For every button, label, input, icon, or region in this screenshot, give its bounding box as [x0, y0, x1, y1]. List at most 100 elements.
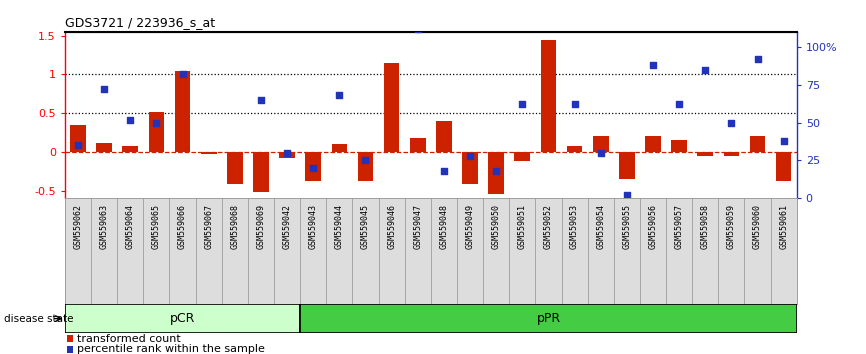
Text: pPR: pPR	[536, 312, 560, 325]
FancyBboxPatch shape	[588, 198, 614, 304]
Text: GSM559045: GSM559045	[361, 204, 370, 249]
FancyBboxPatch shape	[457, 198, 483, 304]
Bar	[175, 70, 191, 152]
Point	[463, 153, 477, 159]
Text: GSM559061: GSM559061	[779, 204, 788, 249]
Text: GSM559059: GSM559059	[727, 204, 736, 249]
Bar	[645, 136, 661, 152]
Text: disease state: disease state	[4, 314, 74, 324]
Point	[672, 102, 686, 107]
Text: GSM559066: GSM559066	[178, 204, 187, 249]
Point	[123, 117, 137, 122]
Point	[281, 150, 294, 156]
Point	[410, 26, 424, 32]
Text: GSM559052: GSM559052	[544, 204, 553, 249]
Text: GSM559044: GSM559044	[335, 204, 344, 249]
Bar	[332, 144, 347, 152]
Point	[725, 120, 739, 125]
Text: GSM559046: GSM559046	[387, 204, 396, 249]
FancyBboxPatch shape	[117, 198, 144, 304]
Bar	[514, 152, 530, 161]
Bar	[301, 304, 797, 333]
Text: GSM559042: GSM559042	[282, 204, 292, 249]
FancyBboxPatch shape	[771, 198, 797, 304]
Text: GSM559067: GSM559067	[204, 204, 213, 249]
Bar	[540, 40, 556, 152]
Bar	[227, 152, 242, 184]
FancyBboxPatch shape	[352, 198, 378, 304]
Bar	[201, 152, 216, 154]
Bar	[750, 136, 766, 152]
Point	[646, 62, 660, 68]
Bar	[384, 63, 399, 152]
FancyBboxPatch shape	[222, 198, 248, 304]
Bar	[306, 152, 321, 181]
Bar	[619, 152, 635, 179]
Bar	[358, 152, 373, 181]
Text: GSM559043: GSM559043	[309, 204, 318, 249]
Text: GSM559048: GSM559048	[439, 204, 449, 249]
FancyBboxPatch shape	[196, 198, 222, 304]
Text: GSM559069: GSM559069	[256, 204, 266, 249]
FancyBboxPatch shape	[666, 198, 692, 304]
Text: GSM559051: GSM559051	[518, 204, 527, 249]
Point	[567, 102, 581, 107]
Bar	[436, 121, 452, 152]
Point	[307, 165, 320, 171]
Bar	[566, 145, 583, 152]
FancyBboxPatch shape	[274, 198, 301, 304]
FancyBboxPatch shape	[483, 198, 509, 304]
Point	[489, 168, 503, 174]
FancyBboxPatch shape	[326, 198, 352, 304]
Text: GSM559063: GSM559063	[100, 204, 108, 249]
FancyBboxPatch shape	[509, 198, 535, 304]
Text: GSM559050: GSM559050	[492, 204, 501, 249]
Text: pCR: pCR	[170, 312, 195, 325]
Bar	[96, 143, 112, 152]
Point	[71, 142, 85, 148]
Text: GSM559054: GSM559054	[596, 204, 605, 249]
Bar	[70, 125, 86, 152]
Point	[333, 92, 346, 98]
Text: GSM559055: GSM559055	[623, 204, 631, 249]
FancyBboxPatch shape	[535, 198, 561, 304]
Text: GSM559056: GSM559056	[649, 204, 657, 249]
Point	[777, 138, 791, 144]
Point	[176, 72, 190, 77]
Bar	[122, 145, 138, 152]
Point	[594, 150, 608, 156]
Bar	[67, 335, 74, 342]
Text: GSM559065: GSM559065	[152, 204, 161, 249]
Point	[97, 86, 111, 92]
FancyBboxPatch shape	[430, 198, 457, 304]
Point	[150, 120, 164, 125]
Text: GSM559060: GSM559060	[753, 204, 762, 249]
Bar	[488, 152, 504, 194]
FancyBboxPatch shape	[301, 198, 326, 304]
Bar	[410, 138, 425, 152]
Text: GSM559047: GSM559047	[413, 204, 423, 249]
Point	[515, 102, 529, 107]
Point	[359, 158, 372, 163]
Text: GSM559064: GSM559064	[126, 204, 135, 249]
Bar	[723, 152, 740, 156]
Point	[698, 67, 712, 73]
FancyBboxPatch shape	[378, 198, 404, 304]
Text: percentile rank within the sample: percentile rank within the sample	[77, 344, 264, 354]
FancyBboxPatch shape	[745, 198, 771, 304]
FancyBboxPatch shape	[248, 198, 274, 304]
FancyBboxPatch shape	[144, 198, 170, 304]
Text: GSM559058: GSM559058	[701, 204, 710, 249]
Text: GSM559068: GSM559068	[230, 204, 239, 249]
Bar	[67, 346, 74, 353]
Point	[202, 2, 216, 7]
Bar	[65, 304, 301, 333]
Bar	[671, 140, 687, 152]
FancyBboxPatch shape	[91, 198, 117, 304]
FancyBboxPatch shape	[614, 198, 640, 304]
Text: GSM559049: GSM559049	[466, 204, 475, 249]
FancyBboxPatch shape	[404, 198, 430, 304]
Text: GSM559057: GSM559057	[675, 204, 683, 249]
FancyBboxPatch shape	[718, 198, 745, 304]
Text: GSM559053: GSM559053	[570, 204, 579, 249]
